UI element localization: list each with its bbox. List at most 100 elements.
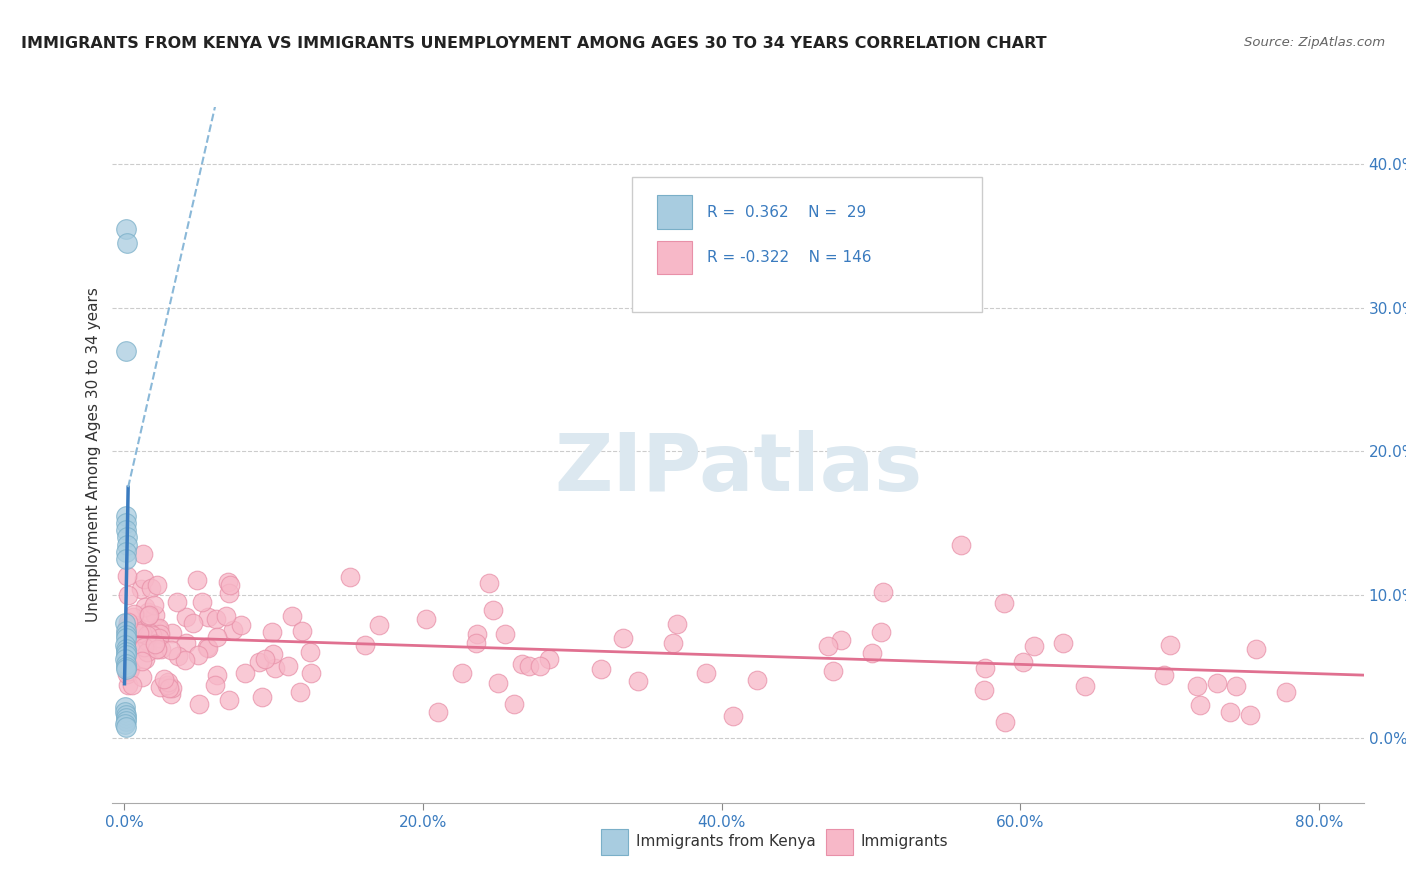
Point	[415, 612, 437, 626]
Point	[723, 709, 745, 723]
Point	[1074, 679, 1097, 693]
Point	[114, 508, 136, 523]
Point	[143, 608, 166, 623]
Point	[115, 236, 138, 251]
Point	[114, 708, 136, 723]
Point	[132, 636, 155, 650]
Point	[538, 652, 561, 666]
Point	[117, 678, 139, 692]
Point	[290, 685, 312, 699]
Point	[467, 627, 489, 641]
Point	[1239, 708, 1261, 723]
Point	[114, 638, 136, 652]
Point	[1159, 638, 1181, 652]
Point	[174, 609, 197, 624]
Point	[174, 636, 197, 650]
Point	[136, 609, 159, 624]
Point	[132, 640, 155, 654]
Point	[146, 641, 169, 656]
Point	[260, 625, 283, 640]
FancyBboxPatch shape	[631, 177, 983, 312]
Point	[860, 646, 883, 660]
Point	[117, 588, 139, 602]
Point	[115, 631, 138, 645]
Point	[145, 637, 167, 651]
Point	[122, 623, 145, 637]
Point	[218, 586, 240, 600]
Point	[115, 628, 138, 642]
Text: ZIPatlas: ZIPatlas	[554, 430, 922, 508]
Point	[115, 222, 138, 236]
Point	[197, 610, 219, 624]
Text: Immigrants: Immigrants	[860, 834, 949, 849]
Point	[129, 582, 152, 596]
Point	[155, 678, 177, 692]
Point	[187, 648, 209, 663]
Point	[115, 538, 138, 552]
FancyBboxPatch shape	[600, 829, 628, 855]
Point	[115, 530, 138, 544]
Point	[1185, 679, 1208, 693]
Point	[830, 632, 852, 647]
Point	[134, 573, 156, 587]
Text: R =  0.362    N =  29: R = 0.362 N = 29	[707, 204, 866, 219]
Point	[160, 681, 183, 695]
Point	[117, 620, 139, 634]
Point	[1188, 698, 1211, 713]
Point	[160, 625, 183, 640]
Point	[1244, 642, 1267, 657]
Point	[221, 623, 243, 637]
Point	[247, 655, 270, 669]
Point	[486, 676, 509, 690]
Point	[134, 651, 156, 665]
Point	[148, 621, 170, 635]
Point	[494, 627, 516, 641]
Point	[949, 538, 972, 552]
Point	[301, 666, 323, 681]
Point	[157, 681, 180, 696]
Point	[465, 636, 488, 650]
Point	[281, 608, 304, 623]
Point	[262, 647, 284, 661]
Point	[367, 617, 389, 632]
Point	[117, 665, 139, 679]
Point	[204, 678, 226, 692]
Point	[1153, 667, 1175, 681]
Point	[252, 690, 274, 704]
Point	[135, 633, 157, 648]
FancyBboxPatch shape	[657, 195, 692, 229]
Point	[1225, 679, 1247, 693]
Point	[197, 641, 219, 656]
Text: R = -0.322    N = 146: R = -0.322 N = 146	[707, 250, 872, 265]
Point	[115, 714, 138, 728]
Point	[291, 624, 314, 639]
Point	[298, 645, 321, 659]
Point	[114, 699, 136, 714]
Point	[114, 720, 136, 734]
Point	[872, 584, 894, 599]
Point	[482, 603, 505, 617]
Point	[135, 645, 157, 659]
Point	[205, 630, 228, 644]
Point	[114, 624, 136, 638]
Point	[142, 598, 165, 612]
Point	[166, 648, 188, 663]
Point	[115, 545, 138, 559]
Point	[136, 605, 159, 619]
Point	[134, 599, 156, 614]
Point	[215, 609, 238, 624]
Point	[529, 658, 551, 673]
Point	[115, 648, 138, 662]
Point	[146, 578, 169, 592]
FancyBboxPatch shape	[657, 241, 692, 274]
Point	[188, 697, 211, 711]
Point	[204, 612, 226, 626]
Point	[217, 574, 239, 589]
Point	[121, 678, 143, 692]
Point	[115, 624, 138, 638]
Point	[974, 661, 997, 675]
Point	[124, 620, 146, 634]
Point	[174, 653, 197, 667]
Point	[115, 662, 138, 676]
Point	[131, 654, 153, 668]
